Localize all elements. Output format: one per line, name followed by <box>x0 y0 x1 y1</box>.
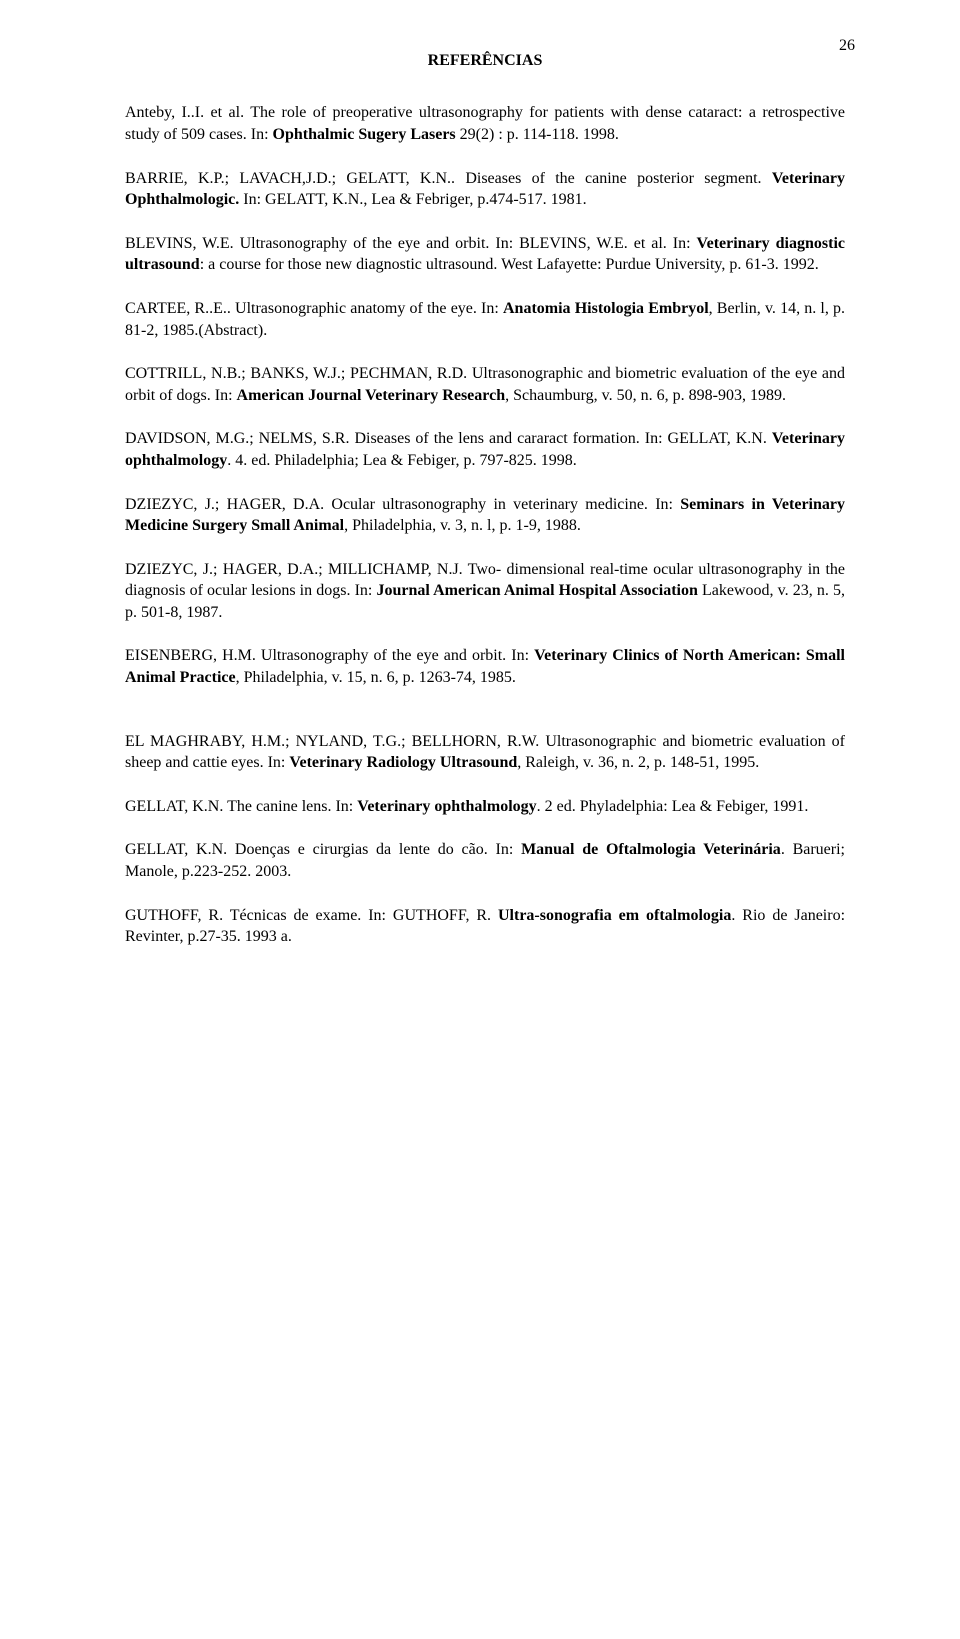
reference-entry: GELLAT, K.N. The canine lens. In: Veteri… <box>125 796 845 818</box>
reference-entry: DZIEZYC, J.; HAGER, D.A. Ocular ultrason… <box>125 494 845 537</box>
reference-title: Manual de Oftalmologia Veterinária <box>521 841 781 858</box>
page-number: 26 <box>839 35 855 57</box>
reference-entry: CARTEE, R..E.. Ultrasonographic anatomy … <box>125 298 845 341</box>
reference-entry: EISENBERG, H.M. Ultrasonography of the e… <box>125 645 845 688</box>
reference-entry: GUTHOFF, R. Técnicas de exame. In: GUTHO… <box>125 905 845 948</box>
reference-entry: BLEVINS, W.E. Ultrasonography of the eye… <box>125 233 845 276</box>
references-list: Anteby, I..I. et al. The role of preoper… <box>125 102 845 947</box>
reference-entry: COTTRILL, N.B.; BANKS, W.J.; PECHMAN, R.… <box>125 363 845 406</box>
reference-entry: EL MAGHRABY, H.M.; NYLAND, T.G.; BELLHOR… <box>125 731 845 774</box>
section-heading: REFERÊNCIAS <box>125 50 845 72</box>
reference-title: Ophthalmic Sugery Lasers <box>273 126 456 143</box>
reference-entry: BARRIE, K.P.; LAVACH,J.D.; GELATT, K.N..… <box>125 168 845 211</box>
reference-title: Veterinary ophthalmology <box>125 430 845 469</box>
reference-entry: DAVIDSON, M.G.; NELMS, S.R. Diseases of … <box>125 428 845 471</box>
reference-title: American Journal Veterinary Research <box>237 387 506 404</box>
reference-title: Seminars in Veterinary Medicine Surgery … <box>125 496 845 535</box>
reference-title: Veterinary Clinics of North American: Sm… <box>125 647 845 686</box>
reference-title: Journal American Animal Hospital Associa… <box>377 582 698 599</box>
reference-title: Ultra-sonografia em oftalmologia <box>498 907 731 924</box>
reference-entry: GELLAT, K.N. Doenças e cirurgias da lent… <box>125 839 845 882</box>
reference-title: Veterinary Ophthalmologic. <box>125 170 845 209</box>
reference-entry: DZIEZYC, J.; HAGER, D.A.; MILLICHAMP, N.… <box>125 559 845 624</box>
reference-title: Veterinary diagnostic ultrasound <box>125 235 845 274</box>
reference-title: Veterinary ophthalmology <box>357 798 536 815</box>
reference-title: Anatomia Histologia Embryol <box>503 300 709 317</box>
reference-entry: Anteby, I..I. et al. The role of preoper… <box>125 102 845 145</box>
reference-title: Veterinary Radiology Ultrasound <box>289 754 517 771</box>
